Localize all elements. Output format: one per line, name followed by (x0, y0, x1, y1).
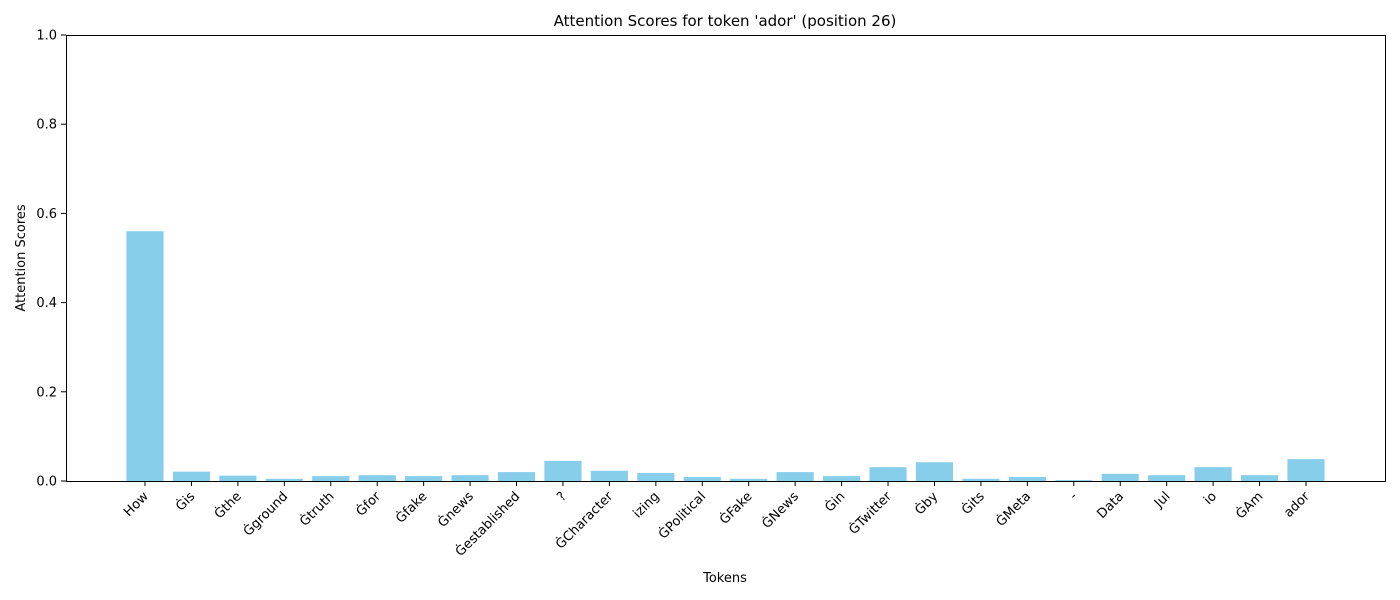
x-tick-label: Ġtruth (296, 488, 338, 530)
x-tick-label: ĠFake (716, 488, 756, 528)
bar (1194, 467, 1232, 481)
x-tick-label: Data (1095, 489, 1128, 522)
x-tick-label: ador (1281, 489, 1313, 521)
bar (1101, 473, 1139, 481)
x-tick-label: Ġin (821, 488, 849, 516)
bar (126, 231, 164, 481)
x-tick-label: Ġthe (210, 488, 244, 522)
bar (1055, 480, 1093, 481)
x-tick-label: ĠPolitical (655, 488, 709, 542)
bar (1148, 475, 1186, 481)
bar (637, 472, 675, 481)
chart-title: Attention Scores for token 'ador' (posit… (554, 12, 897, 30)
bar (730, 478, 768, 481)
bar (683, 476, 721, 481)
y-tick-label: 0.4 (36, 296, 57, 311)
x-tick-label: ĠTwitter (845, 487, 895, 537)
y-tick-label: 0.2 (36, 385, 57, 400)
x-tick-label: ĠMeta (992, 488, 1034, 530)
x-tick-label: Ġis (172, 488, 199, 515)
x-tick-label: - (1067, 489, 1081, 503)
bar (544, 460, 582, 481)
x-tick-label: Ġfor (352, 487, 384, 519)
x-tick-label: Jul (1151, 489, 1173, 511)
bar (1008, 476, 1046, 481)
x-tick-label: Ġnews (434, 488, 477, 531)
bar (265, 478, 303, 481)
y-tick-label: 0.8 (36, 118, 57, 133)
bar (219, 475, 257, 481)
bar (1287, 459, 1325, 481)
x-tick-label: Ġfake (392, 488, 431, 527)
x-tick-label: ĠNews (758, 488, 802, 532)
bar (869, 467, 907, 481)
x-tick-label: Ġground (239, 488, 291, 540)
x-tick-label: izing (630, 489, 662, 521)
x-tick-label: ? (554, 489, 569, 504)
x-tick-label: ĠAm (1232, 488, 1266, 522)
plot-frame (66, 35, 1386, 482)
y-tick-label: 0.6 (36, 207, 57, 222)
y-axis-ticks: 0.0 0.2 0.4 0.6 0.8 1.0 (36, 29, 66, 490)
bar (962, 478, 1000, 481)
bar (358, 475, 396, 481)
y-axis-label: Attention Scores (14, 204, 29, 312)
y-tick-label: 1.0 (36, 29, 57, 44)
bar (823, 476, 861, 481)
bars-group (126, 231, 1325, 481)
x-tick-label: io (1201, 489, 1220, 508)
bar (497, 472, 536, 481)
x-tick-label: Ġits (958, 488, 988, 518)
bar (1240, 475, 1279, 481)
x-tick-label: Ġby (911, 488, 942, 519)
x-axis-label: Tokens (702, 571, 747, 586)
x-tick-label: How (121, 489, 152, 520)
bar (405, 476, 443, 481)
bar (915, 462, 954, 481)
bar (172, 471, 211, 481)
bar (776, 472, 814, 481)
y-tick-label: 0.0 (36, 475, 57, 490)
bar (451, 475, 489, 481)
bar (590, 470, 628, 481)
bar (312, 476, 350, 481)
